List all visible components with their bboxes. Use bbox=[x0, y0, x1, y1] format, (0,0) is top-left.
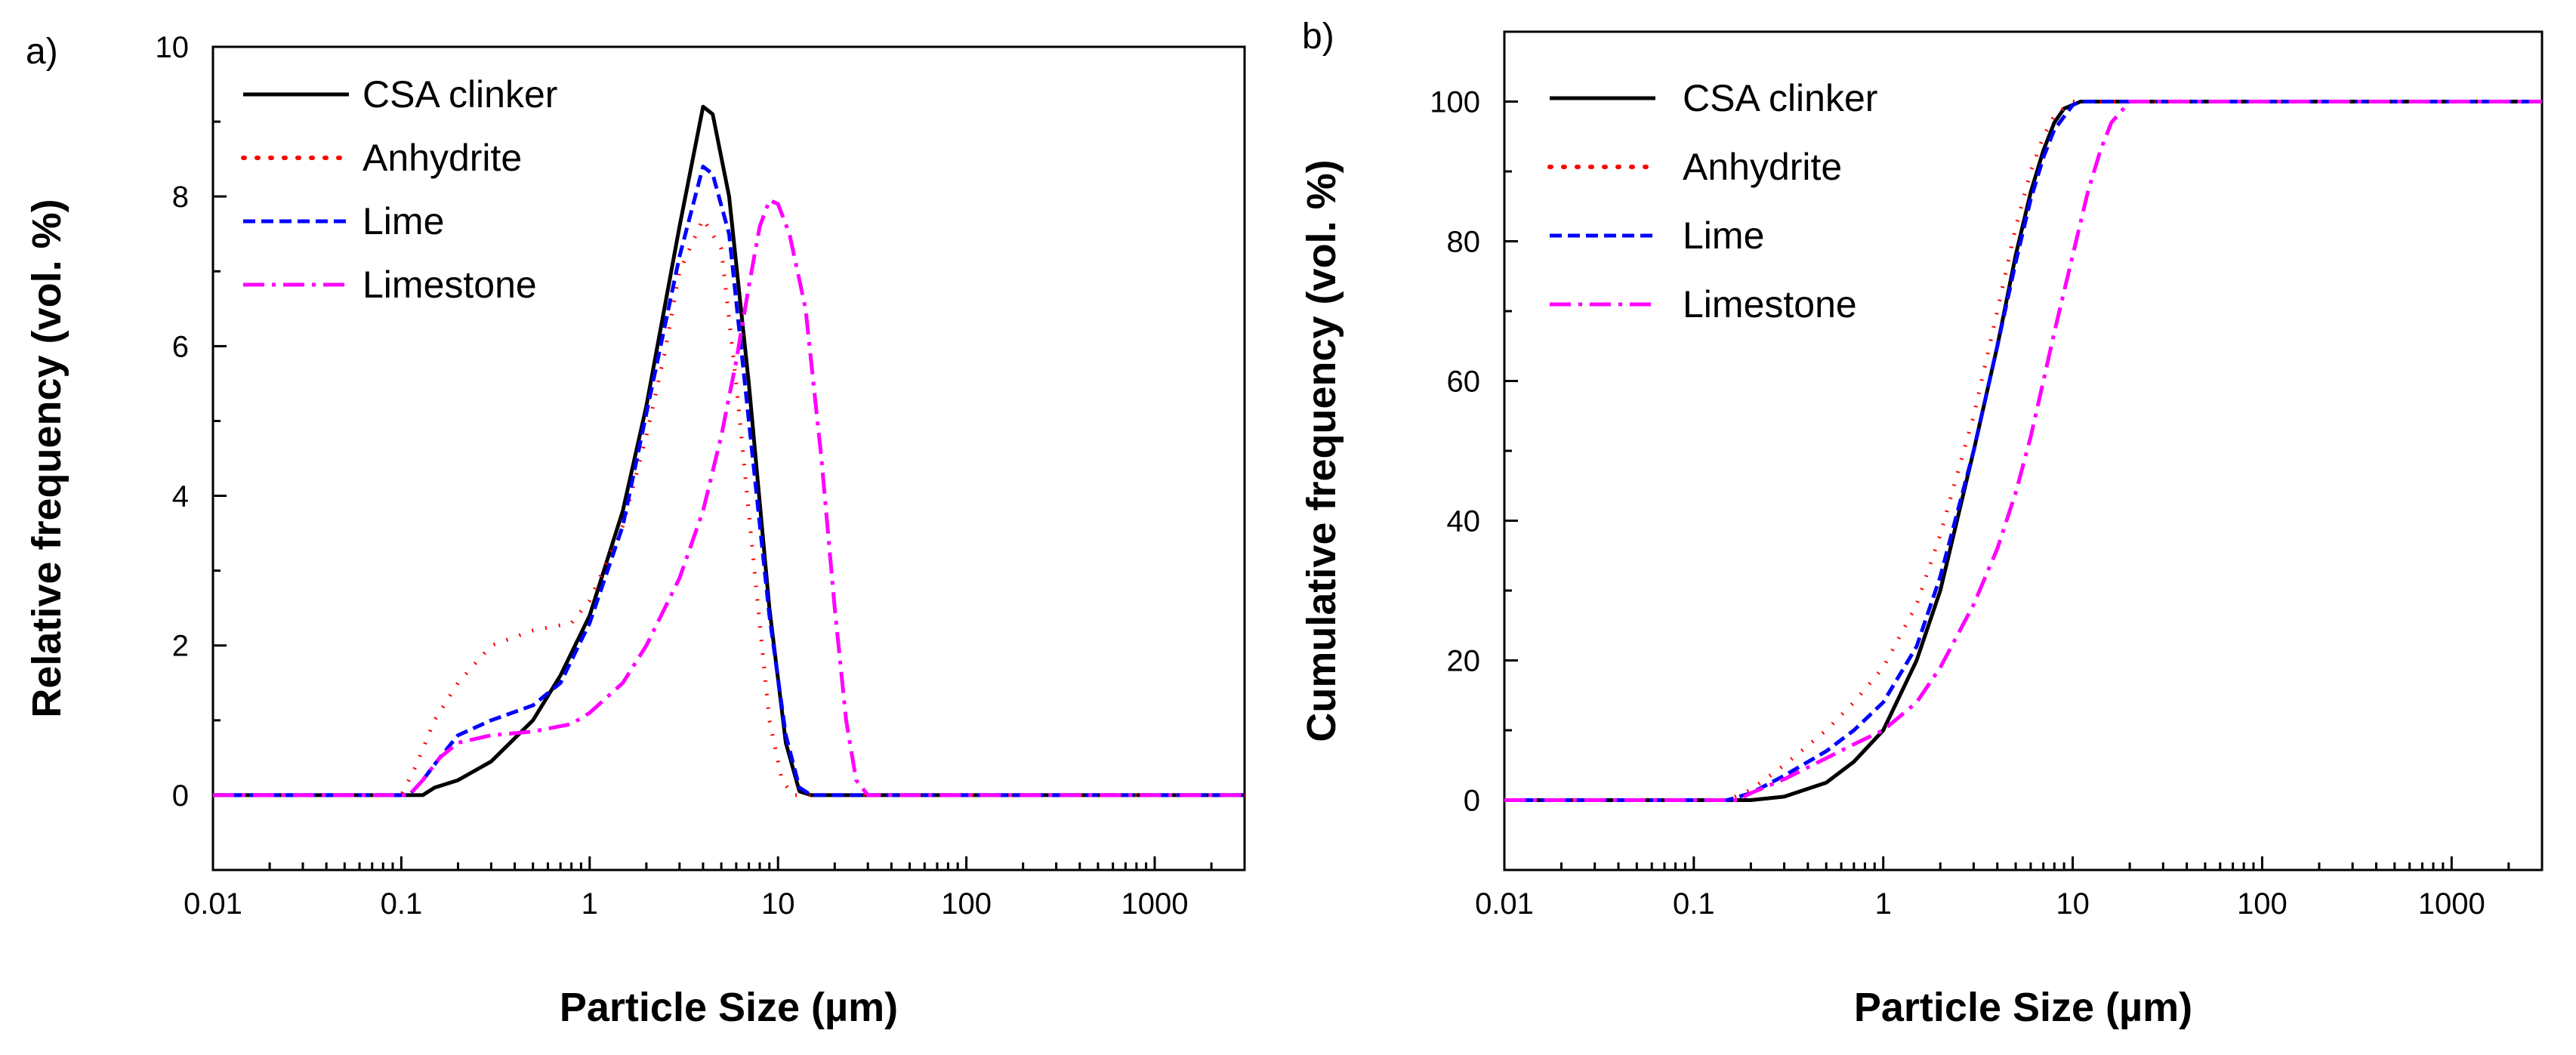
y-tick-label: 0 bbox=[1464, 785, 1480, 818]
legend-label: Anhydrite bbox=[1683, 146, 1842, 188]
panel-label: b) bbox=[1302, 17, 1334, 57]
x-axis-title: Particle Size (µm) bbox=[560, 985, 898, 1030]
x-tick-label: 0.01 bbox=[184, 887, 242, 921]
plot-frame bbox=[1503, 30, 2544, 871]
x-tick-label: 1000 bbox=[1121, 887, 1189, 921]
y-tick-label: 80 bbox=[1447, 226, 1481, 259]
panel-b: 0.01 0.1 1 10 100 1000 0 20 40 60 80 100 CSA clinker… bbox=[1299, 17, 2544, 1030]
series-line-lime bbox=[213, 165, 1245, 797]
y-axis-title: Relative frequency (vol. %) bbox=[24, 199, 69, 717]
plot-frame bbox=[211, 45, 1246, 871]
legend-label: Lime bbox=[362, 200, 444, 242]
y-tick-label: 6 bbox=[172, 330, 189, 363]
legend-label: Limestone bbox=[1683, 283, 1857, 325]
x-tick-label: 0.1 bbox=[1673, 887, 1715, 921]
x-tick-label: 1 bbox=[1875, 887, 1892, 921]
x-tick-label: 10 bbox=[2056, 887, 2090, 921]
legend-label: Lime bbox=[1683, 214, 1764, 257]
legend-label: CSA clinker bbox=[1683, 77, 1877, 119]
x-tick-label: 100 bbox=[2237, 887, 2288, 921]
series-line-limestone bbox=[213, 198, 1245, 797]
x-tick-label: 10 bbox=[761, 887, 795, 921]
y-tick-label: 40 bbox=[1447, 505, 1481, 538]
x-tick-label: 1000 bbox=[2418, 887, 2485, 921]
x-tick-label: 0.01 bbox=[1475, 887, 1534, 921]
series-line-csa-clinker bbox=[1504, 100, 2542, 802]
x-tick-label: 1 bbox=[582, 887, 598, 921]
y-tick-label: 60 bbox=[1447, 366, 1481, 399]
y-tick-label: 8 bbox=[172, 180, 189, 214]
x-tick-label: 100 bbox=[941, 887, 992, 921]
y-tick-label: 4 bbox=[172, 480, 189, 514]
y-tick-label: 20 bbox=[1447, 645, 1481, 678]
y-axis-title: Cumulative frequency (vol. %) bbox=[1299, 159, 1344, 742]
x-tick-label: 0.1 bbox=[381, 887, 423, 921]
legend-label: Limestone bbox=[362, 264, 537, 306]
panel-a: 0.01 0.1 1 10 100 1000 0 2 4 6 8 10 CSA clinker Anhyd… bbox=[24, 31, 1246, 1030]
series-line-lime bbox=[1504, 100, 2542, 802]
y-tick-label: 2 bbox=[172, 630, 189, 663]
series-line-limestone bbox=[1504, 100, 2542, 802]
legend-label: Anhydrite bbox=[362, 137, 522, 179]
y-tick-label: 100 bbox=[1430, 86, 1480, 119]
series-line-anhydrite bbox=[1504, 100, 2542, 802]
y-tick-label: 0 bbox=[172, 779, 189, 813]
y-tick-label: 10 bbox=[156, 31, 190, 64]
x-axis-title: Particle Size (µm) bbox=[1854, 985, 2192, 1030]
legend-label: CSA clinker bbox=[362, 73, 557, 116]
panel-label: a) bbox=[26, 32, 58, 72]
